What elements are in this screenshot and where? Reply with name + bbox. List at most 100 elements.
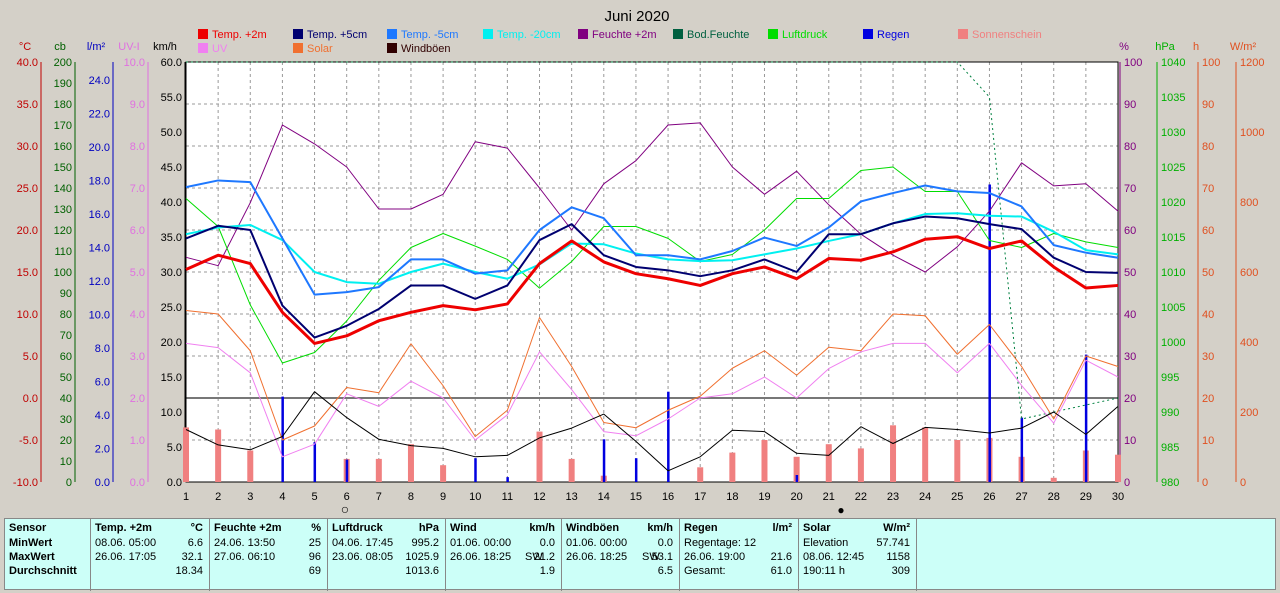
weather-chart: Juni 2020 °C40.035.030.025.020.015.010.0…	[13, 8, 1265, 515]
stats-solar-elev-label: Elevation	[803, 537, 849, 549]
axis-tick-label: 60	[1202, 225, 1214, 237]
sunshine-bar	[793, 456, 800, 482]
sunshine-bar	[954, 440, 961, 482]
stats-luftdruck-max-val: 1025.9	[405, 551, 439, 563]
stats-boeen-max-time: 26.06. 18:25	[566, 551, 628, 563]
axis-tick-label: 18.0	[89, 176, 110, 188]
rain-bar	[795, 475, 799, 482]
legend-label: Solar	[307, 43, 333, 55]
rain-bar	[667, 391, 670, 482]
stats-feuchte-col: Feuchte +2m % 24.06. 13:50 25 27.06. 06:…	[210, 519, 328, 591]
stats-regen-unit: l/m²	[772, 522, 792, 534]
axis-tick-label: 45.0	[161, 162, 182, 174]
sunshine-bar	[890, 425, 897, 482]
axis-tick-label: 8.0	[130, 141, 145, 153]
x-tick-label: 26	[983, 491, 995, 503]
legend: Temp. +2m Temp. +5cm Temp. -5cm Temp. -20cm…	[198, 29, 1042, 55]
x-tick-label: 16	[662, 491, 674, 503]
sunshine-bar	[922, 427, 929, 482]
axis-tick-label: 1005	[1161, 302, 1185, 314]
axis-tick-label: 70	[1124, 183, 1136, 195]
stats-regen-max-val: 21.6	[770, 551, 792, 563]
axis-tick-label: 995	[1161, 372, 1179, 384]
stats-regen-total-val: 61.0	[770, 565, 792, 577]
axis-tick-label: 10.0	[89, 310, 110, 322]
axis-tick-label: 12.0	[89, 276, 110, 288]
rain-bar	[1020, 417, 1024, 482]
stats-boeen-min-time: 01.06. 00:00	[566, 537, 628, 549]
solar-line	[185, 310, 1119, 441]
axis-tick-label: 90	[1202, 99, 1214, 111]
x-tick-label: 7	[376, 491, 382, 503]
axis-tick-label: 24.0	[89, 75, 110, 87]
stats-boeen-max-val: 53.1	[651, 551, 673, 563]
axis-tick-label: 40.0	[161, 197, 182, 209]
axis-tick-label: 5.0	[23, 351, 38, 363]
sunshine-bar	[761, 440, 768, 482]
legend-swatch	[293, 43, 303, 53]
axis-tick-label: 30.0	[161, 267, 182, 279]
stats-luftdruck-col: Luftdruck hPa 04.06. 17:45 995.2 23.06. …	[328, 519, 446, 591]
axis-tick-label: 1000	[1240, 127, 1264, 139]
rain-bar	[1084, 354, 1088, 482]
axis-tick-label: 0	[1202, 477, 1208, 489]
axis-tick-label: 140	[54, 183, 72, 195]
stats-wind-avg: 1.9	[539, 565, 555, 577]
stats-wind-unit: km/h	[529, 522, 555, 534]
x-tick-label: 18	[726, 491, 738, 503]
axis-tick-label: 0.0	[95, 477, 110, 489]
axis-tick-label: 40	[1124, 309, 1136, 321]
stats-avg-label: Durchschnitt	[9, 565, 77, 577]
axis-tick-label: 70	[1202, 183, 1214, 195]
stats-regen-days: Regentage: 12	[684, 537, 757, 549]
axis-tick-label: 130	[54, 204, 72, 216]
axis-tick-label: 1025	[1161, 162, 1185, 174]
stats-temp-avg: 18.34	[175, 565, 203, 577]
stats-boeen-head: Windböen	[566, 522, 620, 534]
rain-bar	[474, 458, 477, 482]
legend-swatch	[387, 29, 397, 39]
axis-tick-label: 20	[1202, 393, 1214, 405]
legend-swatch	[293, 29, 303, 39]
x-tick-label: 17	[694, 491, 706, 503]
x-tick-label: 21	[823, 491, 835, 503]
axis-tick-label: 6.0	[130, 225, 145, 237]
stats-wind-head: Wind	[450, 522, 477, 534]
legend-label: Temp. -5cm	[401, 29, 458, 41]
sunshine-bar	[857, 448, 864, 482]
stats-luftdruck-max-time: 23.06. 08:05	[332, 551, 394, 563]
legend-swatch	[673, 29, 683, 39]
uv-line	[185, 342, 1119, 458]
axis-tick-label: 10	[1124, 435, 1136, 447]
x-tick-label: 30	[1112, 491, 1124, 503]
x-tick-label: 23	[887, 491, 899, 503]
axis-tick-label: 100	[1124, 57, 1142, 69]
axis-unit-label: hPa	[1155, 41, 1175, 53]
x-tick-label: 1	[183, 491, 189, 503]
legend-label: Luftdruck	[782, 29, 828, 41]
temp-2m-line	[185, 235, 1119, 345]
stats-solar-hours: 190:11 h	[803, 565, 846, 577]
axis-unit-label: h	[1193, 41, 1199, 53]
axis-tick-label: 30	[60, 414, 72, 426]
stats-feuchte-max-time: 27.06. 06:10	[214, 551, 276, 563]
axis-tick-label: 40	[1202, 309, 1214, 321]
axis-tick-label: 10.0	[161, 407, 182, 419]
legend-swatch	[483, 29, 493, 39]
axis-unit-label: %	[1119, 41, 1129, 53]
axis-tick-label: 20.0	[17, 225, 38, 237]
axis-tick-label: 20	[60, 435, 72, 447]
axis-tick-label: 90	[1124, 99, 1136, 111]
stats-feuchte-min-time: 24.06. 13:50	[214, 537, 276, 549]
x-tick-label: 19	[758, 491, 770, 503]
axis-tick-label: 60.0	[161, 57, 182, 69]
axis-tick-label: 1040	[1161, 57, 1185, 69]
stats-wind-min-val: 0.0	[539, 537, 555, 549]
axis-unit-label: °C	[19, 41, 31, 53]
axis-tick-label: 5.0	[130, 267, 145, 279]
legend-swatch	[387, 43, 397, 53]
stats-feuchte-unit: %	[311, 522, 321, 534]
legend-swatch	[863, 29, 873, 39]
stats-luftdruck-head: Luftdruck	[332, 522, 383, 534]
axis-tick-label: 1.0	[130, 435, 145, 447]
